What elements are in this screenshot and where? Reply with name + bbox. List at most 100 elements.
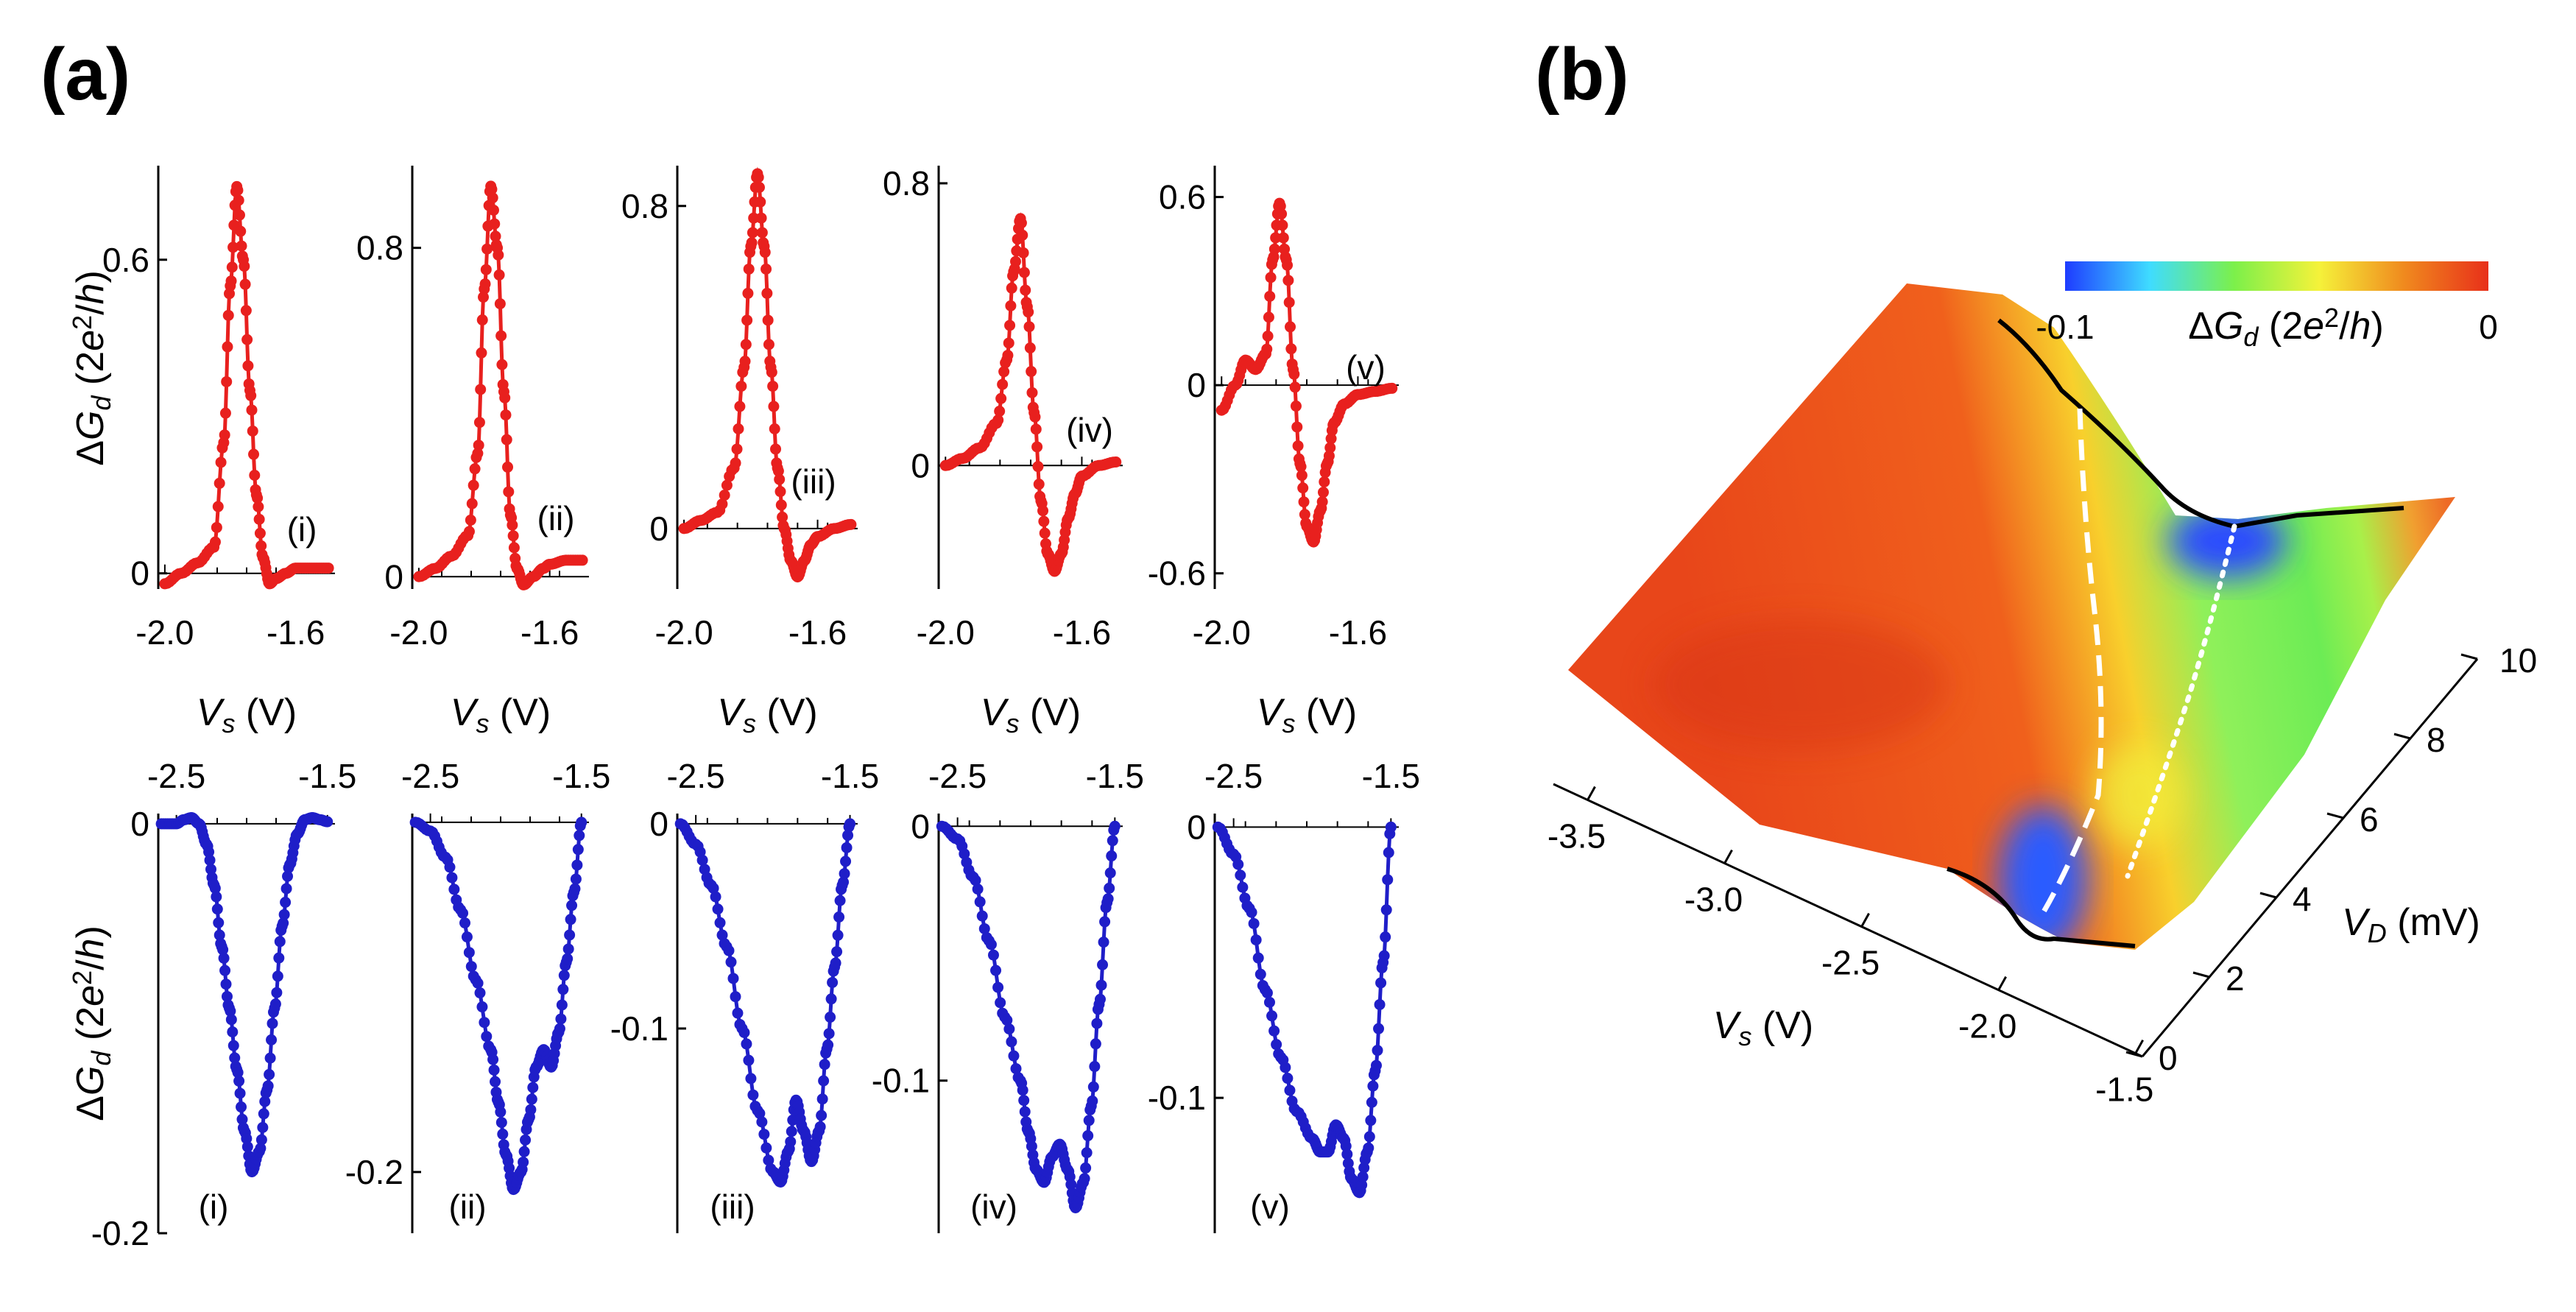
- data-point: [740, 339, 752, 350]
- data-point: [774, 473, 786, 485]
- data-point: [217, 944, 229, 956]
- data-point: [1316, 495, 1328, 507]
- data-point: [278, 909, 290, 920]
- data-point: [970, 875, 981, 886]
- data-point: [818, 1075, 830, 1087]
- data-point: [569, 883, 581, 895]
- data-point: [1262, 331, 1274, 342]
- data-point: [1065, 1179, 1077, 1191]
- data-point: [1280, 1062, 1291, 1073]
- x-tick-label: -2.0: [654, 613, 713, 652]
- data-point: [518, 1146, 530, 1157]
- data-point: [215, 456, 227, 468]
- data-point: [755, 196, 766, 208]
- data-point: [1008, 1050, 1020, 1062]
- data-point: [236, 240, 247, 252]
- bottom-edge-curve: [1947, 867, 2136, 948]
- data-point: [487, 1054, 499, 1065]
- data-point: [1237, 881, 1249, 893]
- data-point: [487, 192, 498, 204]
- series-label: (iv): [970, 1188, 1017, 1226]
- vd-tick-mark: [2393, 733, 2411, 740]
- data-point: [209, 882, 221, 894]
- yellow-region: [2095, 744, 2183, 847]
- series-label: (iii): [791, 462, 836, 501]
- data-point: [1252, 952, 1264, 964]
- data-point: [816, 1110, 828, 1121]
- data-point: [827, 976, 839, 988]
- dashed-line: [2040, 408, 2104, 914]
- data-point: [466, 498, 478, 509]
- colorbar: [2065, 261, 2488, 291]
- data-point: [995, 392, 1007, 404]
- x-tick-label: -2.5: [1204, 757, 1263, 795]
- y-tick-label: 0: [1187, 808, 1206, 846]
- data-point: [467, 479, 479, 491]
- data-point: [716, 498, 728, 510]
- data-point: [1264, 290, 1276, 302]
- x-axis-title: Vs (V): [1257, 691, 1357, 738]
- data-point: [1372, 1045, 1383, 1057]
- plot-a-v: 0.6 0 -0.6 -2.0 -1.6 (v) Vs (V): [1148, 166, 1399, 738]
- data-point: [1382, 874, 1394, 886]
- data-point: [1255, 968, 1266, 980]
- x-axis-title: Vs (V): [451, 691, 551, 738]
- data-point: [564, 929, 576, 941]
- data-point: [280, 897, 292, 909]
- data-point: [1079, 1173, 1090, 1185]
- data-point: [825, 993, 837, 1005]
- data-point: [463, 526, 475, 537]
- data-point: [743, 263, 755, 275]
- y-tick-label: -0.1: [610, 1009, 668, 1048]
- data-point: [1091, 1017, 1103, 1029]
- colorbar-max-label: 0: [2479, 308, 2498, 346]
- data-point: [1291, 421, 1303, 433]
- data-point: [507, 530, 519, 542]
- data-point: [225, 1014, 237, 1026]
- data-point: [245, 389, 257, 401]
- data-point: [998, 366, 1010, 378]
- data-point: [987, 949, 999, 961]
- data-point: [1110, 456, 1122, 468]
- y-tick-label: 0.6: [102, 241, 149, 279]
- data-point: [1002, 350, 1014, 361]
- data-point: [254, 527, 266, 539]
- data-point: [1284, 1084, 1296, 1096]
- data-point: [739, 356, 751, 367]
- vs-axis-title: Vs (V): [1713, 1004, 1813, 1051]
- data-point: [562, 943, 574, 955]
- plot-b-iv: 0 -0.1 -2.5 -1.5 (iv): [872, 757, 1144, 1233]
- data-point: [712, 903, 724, 915]
- data-point: [816, 1093, 828, 1105]
- data-point: [774, 486, 786, 498]
- data-point: [959, 848, 970, 860]
- data-point: [1341, 1149, 1353, 1160]
- data-point: [479, 1017, 490, 1029]
- y-tick-label: 0.8: [621, 187, 668, 225]
- data-point: [497, 1128, 509, 1140]
- data-point: [777, 511, 788, 523]
- data-point: [278, 917, 289, 929]
- data-point: [478, 292, 490, 303]
- dotted-line: [2125, 523, 2237, 879]
- data-point: [225, 1005, 236, 1017]
- data-point: [479, 278, 491, 290]
- vd-tick-label: 2: [2226, 959, 2245, 998]
- data-point: [725, 956, 737, 968]
- x-tick-label: -2.0: [135, 613, 194, 652]
- vd-tick-label: 4: [2293, 880, 2312, 918]
- data-point: [576, 554, 588, 566]
- data-point: [255, 540, 267, 551]
- data-point: [972, 884, 984, 895]
- data-point: [473, 440, 484, 451]
- data-point: [1374, 998, 1386, 1010]
- data-point: [1015, 217, 1027, 229]
- data-point: [480, 264, 492, 275]
- data-point: [227, 241, 239, 253]
- data-point: [1082, 1130, 1094, 1142]
- vs-tick-mark: [1723, 849, 1733, 864]
- x-axis-title: Vs (V): [981, 691, 1081, 738]
- data-point: [233, 1075, 245, 1087]
- data-point: [1367, 1080, 1379, 1092]
- data-point: [209, 536, 221, 548]
